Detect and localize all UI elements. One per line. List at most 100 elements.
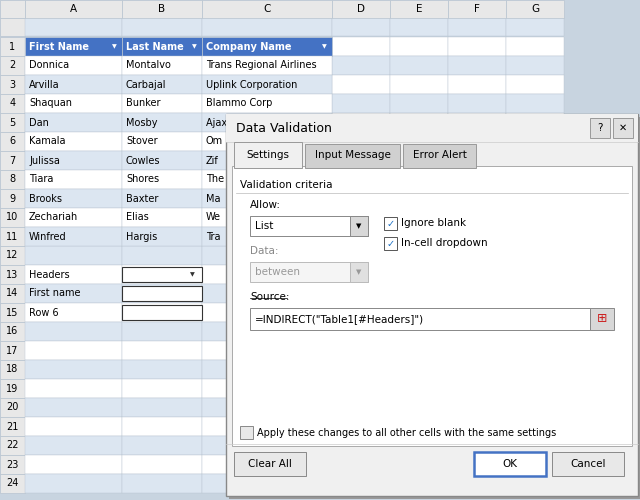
Text: Kamala: Kamala — [29, 136, 65, 146]
Bar — [332, 436, 390, 455]
Bar — [403, 144, 476, 168]
Text: between: between — [255, 267, 300, 277]
Text: Shores: Shores — [126, 174, 159, 184]
Text: Hargis: Hargis — [126, 232, 157, 241]
Bar — [122, 436, 202, 455]
Bar — [25, 56, 122, 75]
Bar — [25, 18, 122, 36]
Bar — [202, 132, 332, 151]
Bar — [122, 75, 202, 94]
Text: Allow:: Allow: — [250, 200, 281, 210]
Text: Julissa: Julissa — [29, 156, 60, 166]
Text: E: E — [416, 4, 422, 14]
Bar — [0, 18, 25, 36]
Bar — [506, 113, 564, 132]
Text: 6: 6 — [10, 136, 15, 146]
Bar — [448, 417, 506, 436]
Bar — [332, 0, 390, 18]
Bar — [250, 262, 368, 282]
Bar — [332, 398, 390, 417]
Bar — [0, 436, 25, 455]
Bar — [0, 113, 25, 132]
Bar — [0, 341, 25, 360]
Bar — [0, 0, 25, 18]
Text: 11: 11 — [6, 232, 19, 241]
Bar — [25, 37, 122, 56]
Bar — [202, 132, 332, 151]
Text: First Name: First Name — [29, 42, 89, 51]
Bar — [202, 113, 332, 132]
Bar — [0, 246, 25, 265]
Bar — [448, 455, 506, 474]
Text: Baxter: Baxter — [126, 194, 158, 203]
Text: 7: 7 — [10, 156, 15, 166]
Bar — [474, 452, 546, 476]
Text: Validation criteria: Validation criteria — [240, 180, 333, 190]
Bar — [202, 113, 332, 132]
Text: C: C — [263, 4, 271, 14]
Text: 5: 5 — [10, 118, 15, 128]
Bar — [202, 151, 332, 170]
Bar — [332, 360, 390, 379]
Bar — [390, 398, 448, 417]
Text: 24: 24 — [6, 478, 19, 488]
Bar — [0, 208, 25, 227]
Bar — [25, 474, 122, 493]
Bar — [506, 37, 564, 56]
Text: Om: Om — [206, 136, 223, 146]
Bar — [506, 360, 564, 379]
Bar — [122, 265, 202, 284]
Bar — [202, 94, 332, 113]
Bar — [0, 379, 25, 398]
Bar — [0, 189, 25, 208]
Bar — [202, 417, 332, 436]
Bar — [122, 398, 202, 417]
Bar — [122, 303, 202, 322]
Bar — [506, 94, 564, 113]
Text: 12: 12 — [6, 250, 19, 260]
Bar — [25, 208, 122, 227]
Bar — [250, 308, 590, 330]
Text: Cancel: Cancel — [570, 459, 605, 469]
Bar — [448, 94, 506, 113]
Bar — [122, 94, 202, 113]
Bar — [226, 114, 638, 142]
Bar — [448, 227, 506, 246]
Bar — [0, 417, 25, 436]
Bar — [229, 117, 640, 499]
Text: Input Message: Input Message — [315, 150, 390, 160]
Bar — [0, 455, 25, 474]
Bar — [448, 398, 506, 417]
Bar — [448, 341, 506, 360]
Bar — [332, 189, 390, 208]
Bar — [552, 452, 624, 476]
Bar — [122, 267, 202, 282]
Bar — [202, 436, 332, 455]
Bar — [240, 426, 253, 439]
Bar — [332, 208, 390, 227]
Text: ⊞: ⊞ — [596, 312, 607, 326]
Bar — [305, 144, 400, 168]
Bar — [350, 216, 368, 236]
Bar — [390, 189, 448, 208]
Bar — [25, 398, 122, 417]
Bar — [202, 170, 332, 189]
Text: Cowles: Cowles — [126, 156, 161, 166]
Bar — [122, 227, 202, 246]
Bar — [332, 322, 390, 341]
Text: ▼: ▼ — [356, 269, 362, 275]
Bar — [332, 265, 390, 284]
Bar — [332, 170, 390, 189]
Bar — [25, 0, 122, 18]
Text: 9: 9 — [10, 194, 15, 203]
Bar — [25, 455, 122, 474]
Text: Elias: Elias — [126, 212, 148, 222]
Text: Dan: Dan — [29, 118, 49, 128]
Bar — [506, 18, 564, 36]
Text: Ma: Ma — [206, 194, 221, 203]
Bar — [202, 94, 332, 113]
Bar — [25, 265, 122, 284]
Bar — [234, 452, 306, 476]
Bar — [0, 227, 25, 246]
Text: Ajax Corporation: Ajax Corporation — [206, 118, 288, 128]
